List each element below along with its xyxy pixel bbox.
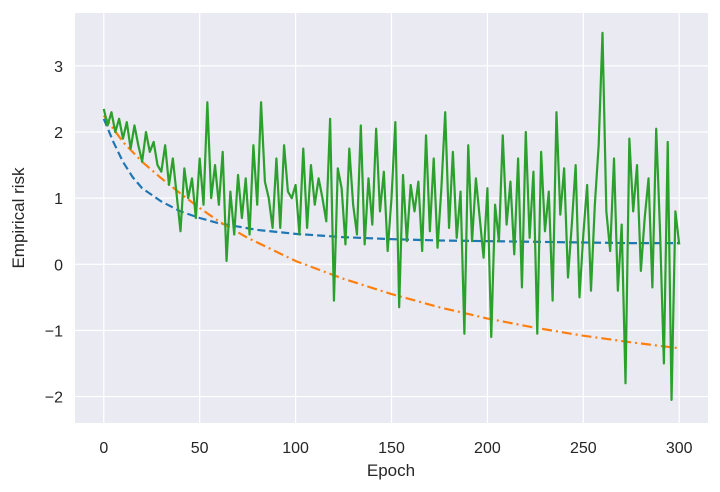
- x-axis-label: Epoch: [367, 461, 415, 480]
- y-axis-label: Empirical risk: [9, 167, 28, 269]
- y-tick-label: −2: [45, 390, 63, 407]
- y-tick-label: 1: [54, 191, 63, 208]
- y-tick-label: −1: [45, 323, 63, 340]
- x-tick-label: 300: [666, 440, 693, 457]
- x-tick-labels: 0 50 100 150 200 250 300: [99, 440, 692, 457]
- y-tick-label: 2: [54, 125, 63, 142]
- y-tick-label: 3: [54, 59, 63, 76]
- x-tick-label: 150: [378, 440, 405, 457]
- y-tick-labels: −2 −1 0 1 2 3: [45, 59, 63, 407]
- x-tick-label: 100: [282, 440, 309, 457]
- x-tick-label: 0: [99, 440, 108, 457]
- x-tick-label: 50: [191, 440, 209, 457]
- x-tick-label: 200: [474, 440, 501, 457]
- y-tick-label: 0: [54, 257, 63, 274]
- x-tick-label: 250: [570, 440, 597, 457]
